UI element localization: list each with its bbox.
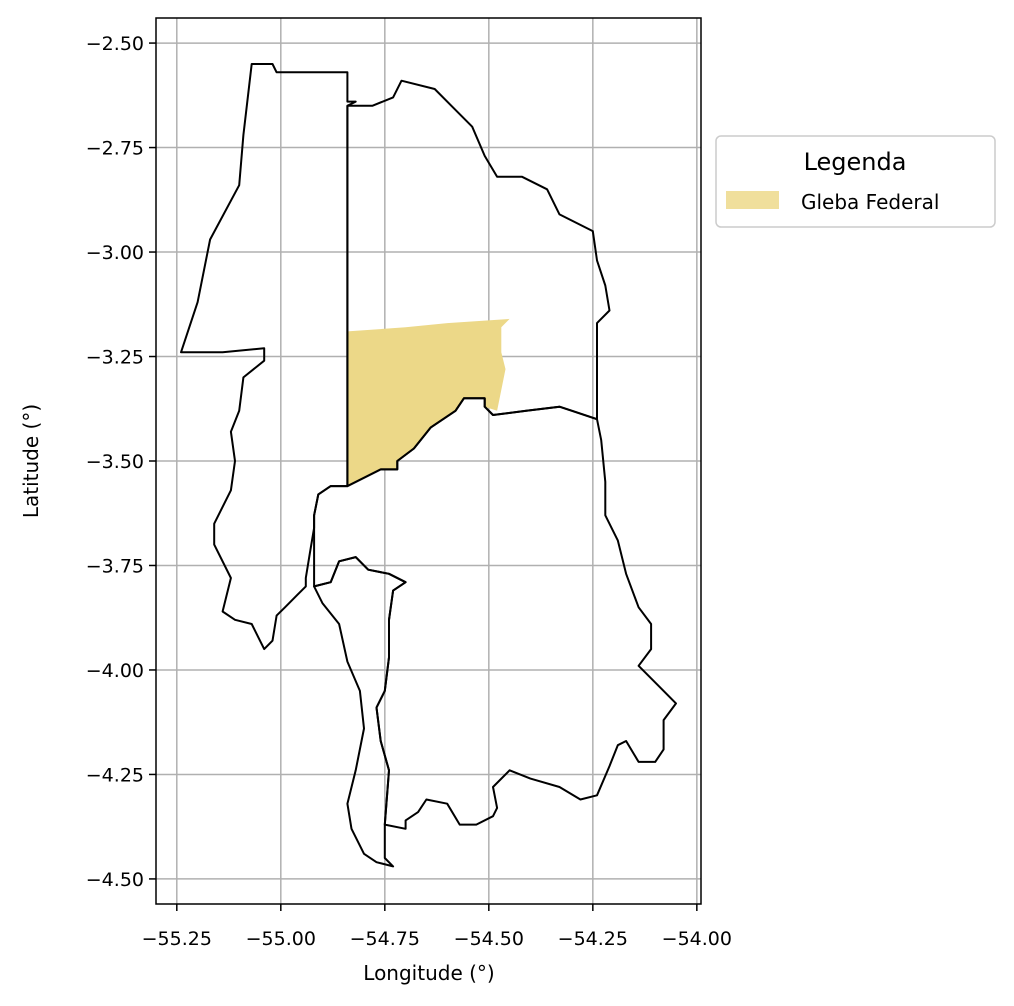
x-axis-label: Longitude (°) xyxy=(363,961,494,985)
x-tick-label: −54.75 xyxy=(350,928,420,950)
legend-box xyxy=(715,135,996,228)
y-tick-label: −3.75 xyxy=(86,555,144,577)
axis-ticks: −55.25 −55.00 −54.75 −54.50 −54.25 −54.00 −2.5… xyxy=(86,33,732,950)
legend-title: Legenda xyxy=(804,148,907,176)
x-tick-label: −54.50 xyxy=(454,928,524,950)
legend: Legenda Gleba Federal xyxy=(715,135,996,228)
y-tick-label: −4.25 xyxy=(86,764,144,786)
x-tick-label: −54.25 xyxy=(558,928,628,950)
legend-label-gleba: Gleba Federal xyxy=(801,190,939,214)
y-axis-label: Latitude (°) xyxy=(19,404,43,518)
legend-swatch-gleba xyxy=(726,191,779,209)
southern-municipality-outline xyxy=(313,556,407,868)
y-tick-label: −2.75 xyxy=(86,138,144,160)
municipality-outlines xyxy=(180,63,677,868)
gleba-layer xyxy=(347,318,510,487)
x-tick-label: −55.25 xyxy=(142,928,212,950)
y-tick-label: −4.00 xyxy=(86,660,144,682)
x-tick-label: −55.00 xyxy=(246,928,316,950)
y-tick-label: −3.25 xyxy=(86,347,144,369)
y-tick-label: −4.50 xyxy=(86,869,144,891)
y-tick-label: −3.50 xyxy=(86,451,144,473)
y-tick-label: −2.50 xyxy=(86,33,144,55)
x-tick-label: −54.00 xyxy=(662,928,732,950)
y-tick-label: −3.00 xyxy=(86,242,144,264)
gleba-federal-area xyxy=(347,318,510,487)
